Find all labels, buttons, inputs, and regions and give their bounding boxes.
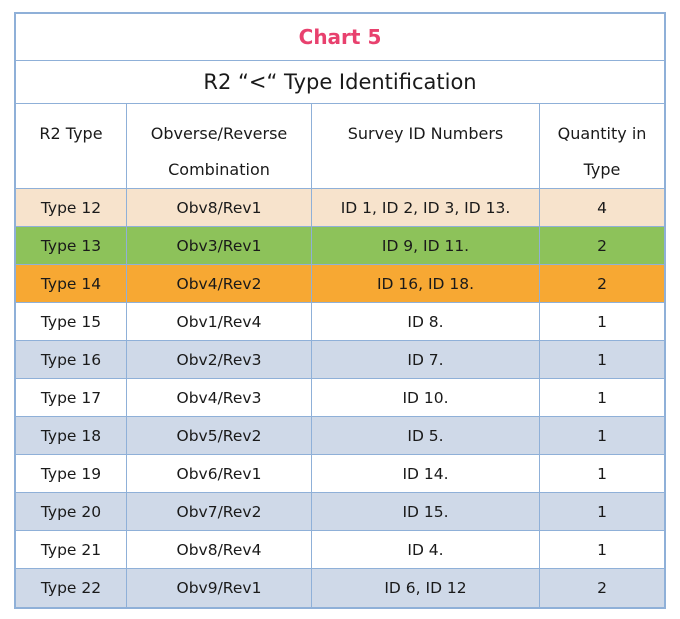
cell-combination: Obv3/Rev1 [127,227,312,264]
cell-combination: Obv1/Rev4 [127,303,312,340]
header-combination-line2: Combination [168,160,270,179]
cell-survey-ids: ID 8. [312,303,540,340]
cell-quantity: 2 [597,579,607,597]
cell-survey-ids: ID 7. [312,341,540,378]
cell-type: Type 14 [16,265,127,302]
cell-quantity: 2 [597,274,607,293]
table-subtitle: R2 “<“ Type Identification [203,70,477,94]
cell-survey-ids: ID 10. [312,379,540,416]
cell-type: Type 21 [16,531,127,568]
cell-combination: Obv4/Rev3 [127,379,312,416]
header-quantity-label: Quantity in Type [558,116,647,188]
header-row: R2 Type Obverse/Reverse Combination Surv… [16,104,664,189]
cell-type: Type 18 [16,417,127,454]
cell-quantity: 1 [597,426,607,445]
cell-combination: Obv9/Rev1 [127,569,312,607]
cell-type: Type 12 [16,189,127,226]
cell-quantity: 1 [597,312,607,331]
table-body: Type 12 Obv8/Rev1 ID 1, ID 2, ID 3, ID 13.… [16,189,664,607]
cell-quantity: 1 [597,540,607,559]
table-row: Type 21 Obv8/Rev4 ID 4. 1 [16,531,664,569]
cell-type: Type 13 [16,227,127,264]
type-identification-table: Chart 5 R2 “<“ Type Identification R2 Ty… [14,12,666,609]
cell-survey-ids: ID 1, ID 2, ID 3, ID 13. [312,189,540,226]
cell-survey-ids: ID 9, ID 11. [312,227,540,264]
cell-type: Type 22 [16,569,127,607]
cell-type: Type 17 [16,379,127,416]
header-quantity-line2: Type [583,160,621,179]
cell-combination: Obv2/Rev3 [127,341,312,378]
chart-title: Chart 5 [298,25,382,49]
header-type: R2 Type [16,104,127,188]
table-row: Type 16 Obv2/Rev3 ID 7. 1 [16,341,664,379]
cell-quantity: 1 [597,388,607,407]
header-combination: Obverse/Reverse Combination [127,104,312,188]
cell-combination: Obv5/Rev2 [127,417,312,454]
subtitle-row: R2 “<“ Type Identification [16,61,664,104]
cell-quantity: 1 [597,350,607,369]
cell-combination: Obv7/Rev2 [127,493,312,530]
cell-survey-ids: ID 15. [312,493,540,530]
header-combination-label: Obverse/Reverse Combination [151,116,288,188]
cell-survey-ids: ID 4. [312,531,540,568]
header-type-label: R2 Type [39,124,103,143]
cell-type: Type 19 [16,455,127,492]
cell-quantity: 1 [597,502,607,521]
cell-quantity: 4 [597,198,607,217]
chart-title-row: Chart 5 [16,14,664,61]
table-row: Type 12 Obv8/Rev1 ID 1, ID 2, ID 3, ID 13.… [16,189,664,227]
cell-type: Type 16 [16,341,127,378]
header-survey: Survey ID Numbers [312,104,540,188]
cell-survey-ids: ID 6, ID 12 [312,569,540,607]
cell-type: Type 20 [16,493,127,530]
header-combination-line1: Obverse/Reverse [150,124,288,143]
cell-combination: Obv4/Rev2 [127,265,312,302]
table-row: Type 18 Obv5/Rev2 ID 5. 1 [16,417,664,455]
cell-survey-ids: ID 5. [312,417,540,454]
cell-combination: Obv8/Rev1 [127,189,312,226]
cell-survey-ids: ID 16, ID 18. [312,265,540,302]
table-row: Type 15 Obv1/Rev4 ID 8. 1 [16,303,664,341]
table-row: Type 20 Obv7/Rev2 ID 15. 1 [16,493,664,531]
header-quantity: Quantity in Type [540,104,664,188]
cell-quantity: 2 [597,236,607,255]
cell-combination: Obv6/Rev1 [127,455,312,492]
cell-combination: Obv8/Rev4 [127,531,312,568]
table-row: Type 13 Obv3/Rev1 ID 9, ID 11. 2 [16,227,664,265]
cell-survey-ids: ID 14. [312,455,540,492]
table-row: Type 14 Obv4/Rev2 ID 16, ID 18. 2 [16,265,664,303]
header-quantity-line1: Quantity in [557,124,647,143]
table-row: Type 17 Obv4/Rev3 ID 10. 1 [16,379,664,417]
header-survey-label: Survey ID Numbers [347,124,504,143]
cell-type: Type 15 [16,303,127,340]
table-row: Type 22 Obv9/Rev1 ID 6, ID 12 2 [16,569,664,607]
cell-quantity: 1 [597,464,607,483]
table-row: Type 19 Obv6/Rev1 ID 14. 1 [16,455,664,493]
